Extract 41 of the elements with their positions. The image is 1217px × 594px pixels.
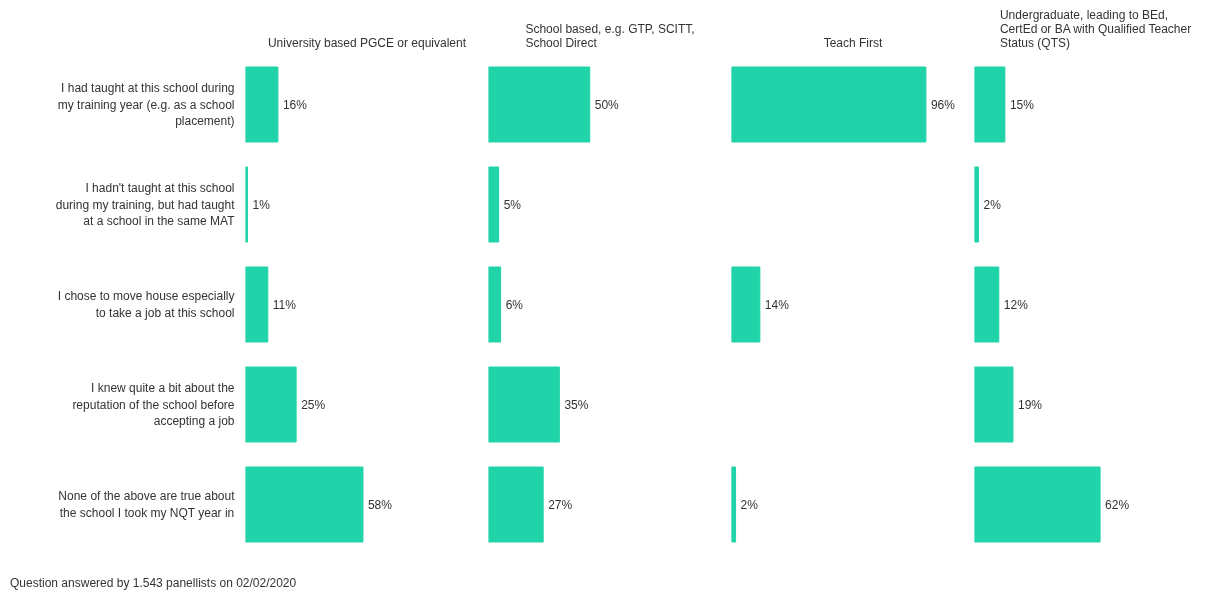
bar	[488, 166, 500, 243]
bar	[974, 266, 1000, 343]
data-label: 19%	[1017, 397, 1043, 412]
bar	[245, 366, 297, 443]
bar	[974, 66, 1006, 143]
data-label: 25%	[301, 397, 326, 412]
data-label: 62%	[1105, 497, 1130, 512]
bar	[245, 266, 269, 343]
bar	[488, 266, 502, 343]
data-label: 50%	[594, 97, 620, 112]
bar	[974, 366, 1014, 443]
bar	[488, 466, 544, 543]
chart-title: Undergraduate, leading to BEd, CertEd or BA with Qualified Teacher Status (QTS)	[999, 7, 1192, 50]
data-label: 15%	[1009, 97, 1035, 112]
y-tick-label: None of the above are true about the school I took my NQT year in	[58, 489, 236, 520]
data-label: 2%	[740, 497, 759, 512]
data-label: 11%	[272, 297, 297, 312]
chart-title: University based PGCE or equivalent	[267, 35, 467, 50]
bar	[245, 466, 364, 543]
data-label: 5%	[503, 197, 522, 212]
bar	[488, 66, 591, 143]
data-label: 12%	[1003, 297, 1029, 312]
bar	[974, 466, 1101, 543]
y-tick-label: I chose to move house especially to take a job at this school	[57, 289, 235, 320]
data-label: 2%	[983, 197, 1002, 212]
bar	[245, 66, 279, 143]
y-tick-label: I had taught at this school during my training year (e.g. as a school placement)	[57, 80, 235, 129]
data-label: 58%	[367, 497, 393, 512]
data-label: 96%	[930, 97, 956, 112]
data-label: 16%	[282, 97, 308, 112]
data-label: 14%	[764, 297, 790, 312]
chart-title: School based, e.g. GTP, SCITT, School Direct	[525, 21, 695, 50]
y-tick-label: I knew quite a bit about the reputation of the school before accepting a job	[72, 380, 235, 429]
data-label: 35%	[564, 397, 589, 412]
data-label: 1%	[252, 197, 271, 212]
bar	[488, 366, 560, 443]
y-tick-label: I hadn't taught at this school during my training, but had taught at a school in the same MAT	[55, 180, 236, 229]
data-label: 6%	[505, 297, 524, 312]
data-label: 27%	[548, 497, 573, 512]
chart-title: Teach First	[823, 35, 884, 50]
text: Question answered by 1.543 panellists on 02/02/2020	[10, 576, 297, 590]
